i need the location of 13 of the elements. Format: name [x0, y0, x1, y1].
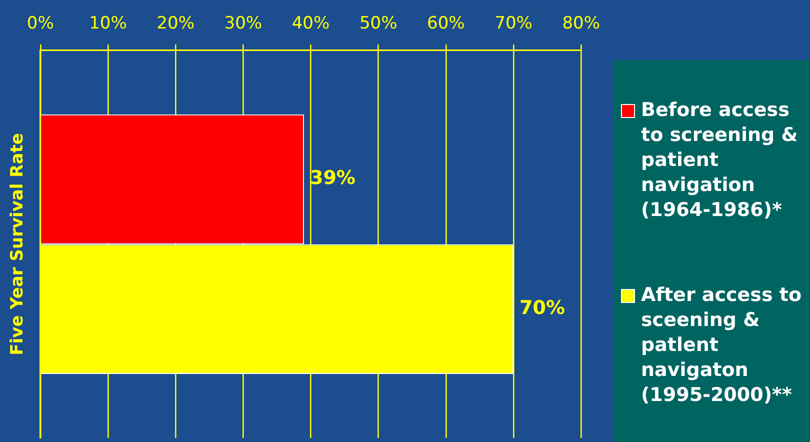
x-tick-label: 0% [26, 14, 54, 34]
x-tick-label: 10% [89, 14, 127, 34]
y-axis-title: Five Year Survival Rate [8, 133, 28, 356]
x-tick-label: 30% [224, 14, 262, 34]
x-tick-label: 70% [494, 14, 532, 34]
x-tick-label: 40% [292, 14, 330, 34]
x-tick-label: 50% [359, 14, 398, 34]
x-tick-label: 20% [156, 14, 194, 34]
x-tick-label: 60% [427, 14, 465, 34]
legend-label: Before access to screening & patient navigation (1964-1986)* [641, 98, 799, 223]
legend-label: After access to sceening & patlent navigaton (1995-2000)** [641, 283, 803, 408]
x-tick-label: 80% [562, 14, 600, 34]
data-label: 70% [520, 297, 566, 320]
